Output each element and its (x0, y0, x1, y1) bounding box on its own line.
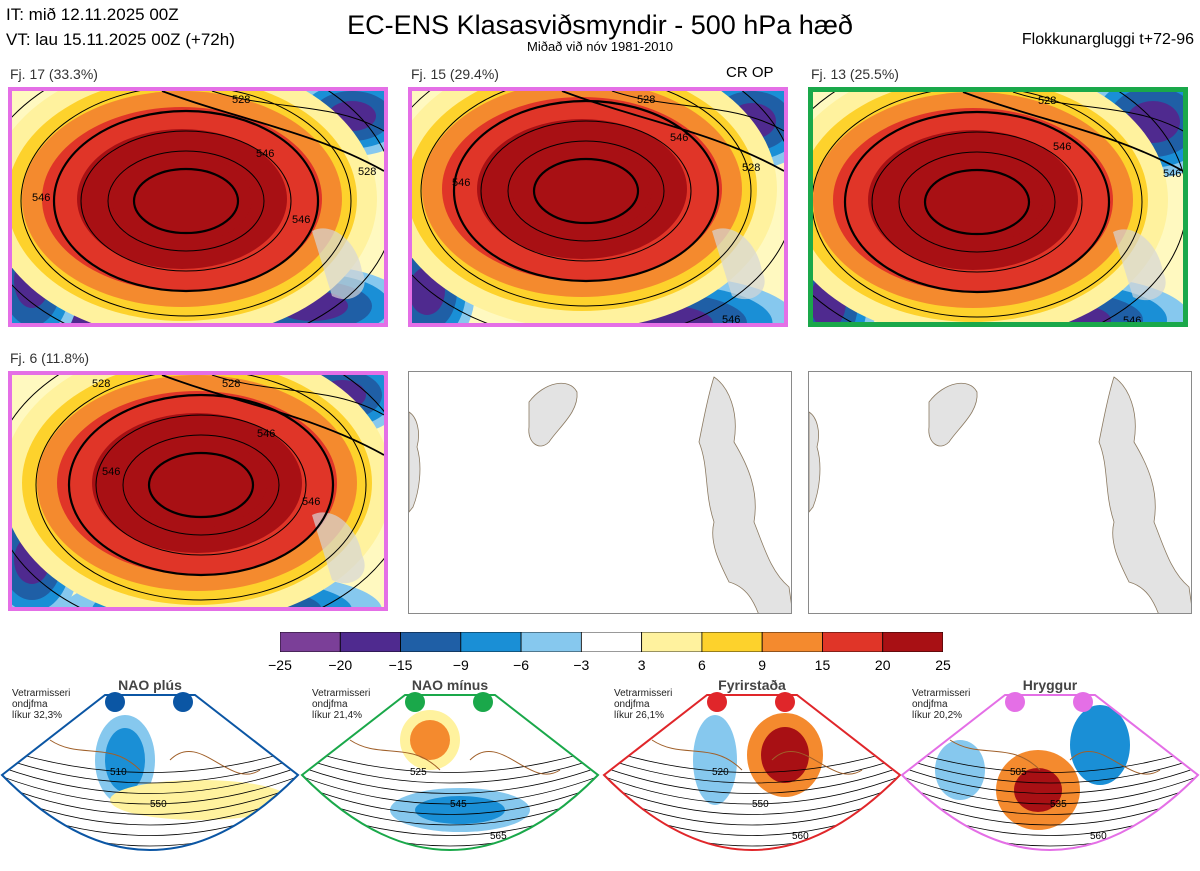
contour-label: 546 (722, 314, 740, 323)
colorbar-swatch (641, 631, 703, 653)
colorbar-tick-label: −15 (388, 657, 413, 673)
page-title: EC-ENS Klasasviðsmyndir - 500 hPa hæð (347, 10, 853, 40)
colorbar-swatch (339, 631, 401, 653)
contour-label: 528 (358, 166, 376, 178)
colorbar-swatch (761, 631, 823, 653)
contour-label: 546 (257, 428, 275, 440)
empty-map-panel-1 (408, 371, 792, 614)
regime-title-1: NAO plús (118, 677, 182, 693)
regime-contour-label: 505 (1010, 767, 1027, 778)
classification-window: Flokkunargluggi t+72-96 (1021, 31, 1194, 48)
contour-label: 546 (452, 177, 470, 189)
panel-3-label: Fj. 13 (25.5%) (811, 66, 899, 82)
contour-label: 546 (292, 214, 310, 226)
colorbar-tick-label: 3 (637, 657, 646, 673)
colorbar-tick-label: −3 (573, 657, 590, 673)
colorbar-swatch (460, 631, 522, 653)
contour-label: 546 (670, 132, 688, 144)
contour-label: 528 (92, 378, 110, 390)
regime-note-4: Vetrarmisseri ondjfma líkur 20,2% (912, 688, 971, 721)
contour-label: 528 (637, 94, 655, 106)
contour-label: 528 (1038, 95, 1056, 107)
regime-contour-label: 545 (450, 799, 467, 810)
cluster-map-1: 528 546 546 546 528 (8, 87, 388, 327)
panel-4-label: Fj. 6 (11.8%) (10, 350, 90, 366)
colorbar-swatch (882, 631, 944, 653)
contour-label: 546 (32, 192, 50, 204)
page-subtitle: Miðað við nóv 1981-2010 (527, 39, 673, 54)
regime-contour-label: 525 (410, 767, 427, 778)
panel-1-label: Fj. 17 (33.3%) (10, 66, 98, 82)
control-operational-marker: CR OP (726, 64, 774, 81)
colorbar-tick-label: 20 (874, 657, 891, 673)
colorbar-tick-label: 6 (698, 657, 706, 673)
regime-title-2: NAO mínus (411, 677, 489, 693)
cluster-map-3: 528 546 546 546 (808, 87, 1188, 327)
cluster-map-2: 528 546 546 528 546 (408, 87, 788, 327)
contour-label: 546 (102, 466, 120, 478)
colorbar-tick-label: 25 (935, 657, 951, 673)
contour-label: 546 (302, 496, 320, 508)
regime-contour-label: 565 (490, 831, 507, 842)
contour-label: 528 (232, 94, 250, 106)
colorbar-tick-label: −25 (268, 657, 292, 673)
colorbar-swatch (520, 631, 582, 653)
contour-label: 528 (222, 378, 240, 390)
regime-marker-dot (1073, 692, 1093, 712)
issue-time: IT: mið 12.11.2025 00Z (6, 5, 179, 24)
colorbar-swatch (701, 631, 763, 653)
regime-contour-label: 560 (1090, 831, 1107, 842)
colorbar-swatch (822, 631, 884, 653)
colorbar-tick-label: −6 (513, 657, 530, 673)
panel-2-label: Fj. 15 (29.4%) (411, 66, 499, 82)
regime-title-3: Fyrirstaða (718, 677, 786, 693)
contour-label: 546 (1053, 141, 1071, 153)
colorbar-swatch (580, 631, 643, 653)
colorbar-swatch (400, 631, 462, 653)
regime-map-2: 525 545 565 (300, 694, 600, 851)
colorbar-tick-label: 15 (814, 657, 831, 673)
colorbar-tick-label: 9 (758, 657, 767, 673)
regime-note-3: Vetrarmisseri ondjfma líkur 26,1% (614, 688, 673, 721)
regime-note-1: Vetrarmisseri ondjfma líkur 32,3% (12, 688, 71, 721)
regime-marker-dot (473, 692, 493, 712)
valid-time: VT: lau 15.11.2025 00Z (+72h) (6, 30, 235, 49)
regime-marker-dot (173, 692, 193, 712)
regime-map-4: 505 535 560 (900, 694, 1200, 851)
regime-contour-label: 535 (1050, 799, 1067, 810)
colorbar-swatch (279, 631, 341, 653)
contour-label: 546 (1123, 315, 1141, 322)
contour-label: 546 (1163, 168, 1181, 180)
regime-title-4: Hryggur (1022, 677, 1078, 693)
regime-map-1: 510 550 (0, 694, 300, 851)
colorbar (279, 631, 944, 653)
colorbar-tick-label: −9 (452, 657, 469, 673)
regime-map-3: 520 550 560 (602, 694, 902, 851)
regime-marker-dot (105, 692, 125, 712)
contour-label: 528 (742, 162, 760, 174)
cluster-map-4: 528 528 546 546 546 (8, 371, 388, 611)
regime-marker-dot (405, 692, 425, 712)
regime-marker-dot (775, 692, 795, 712)
regime-contour-label: 510 (110, 767, 127, 778)
regime-contour-label: 550 (150, 799, 167, 810)
contour-label: 546 (256, 148, 274, 160)
regime-contour-label: 520 (712, 767, 729, 778)
regime-marker-dot (707, 692, 727, 712)
empty-map-panel-2 (808, 371, 1192, 614)
regime-contour-label: 550 (752, 799, 769, 810)
regime-contour-label: 560 (792, 831, 809, 842)
regime-note-2: Vetrarmisseri ondjfma líkur 21,4% (312, 688, 371, 721)
colorbar-tick-label: −20 (328, 657, 353, 673)
regime-marker-dot (1005, 692, 1025, 712)
